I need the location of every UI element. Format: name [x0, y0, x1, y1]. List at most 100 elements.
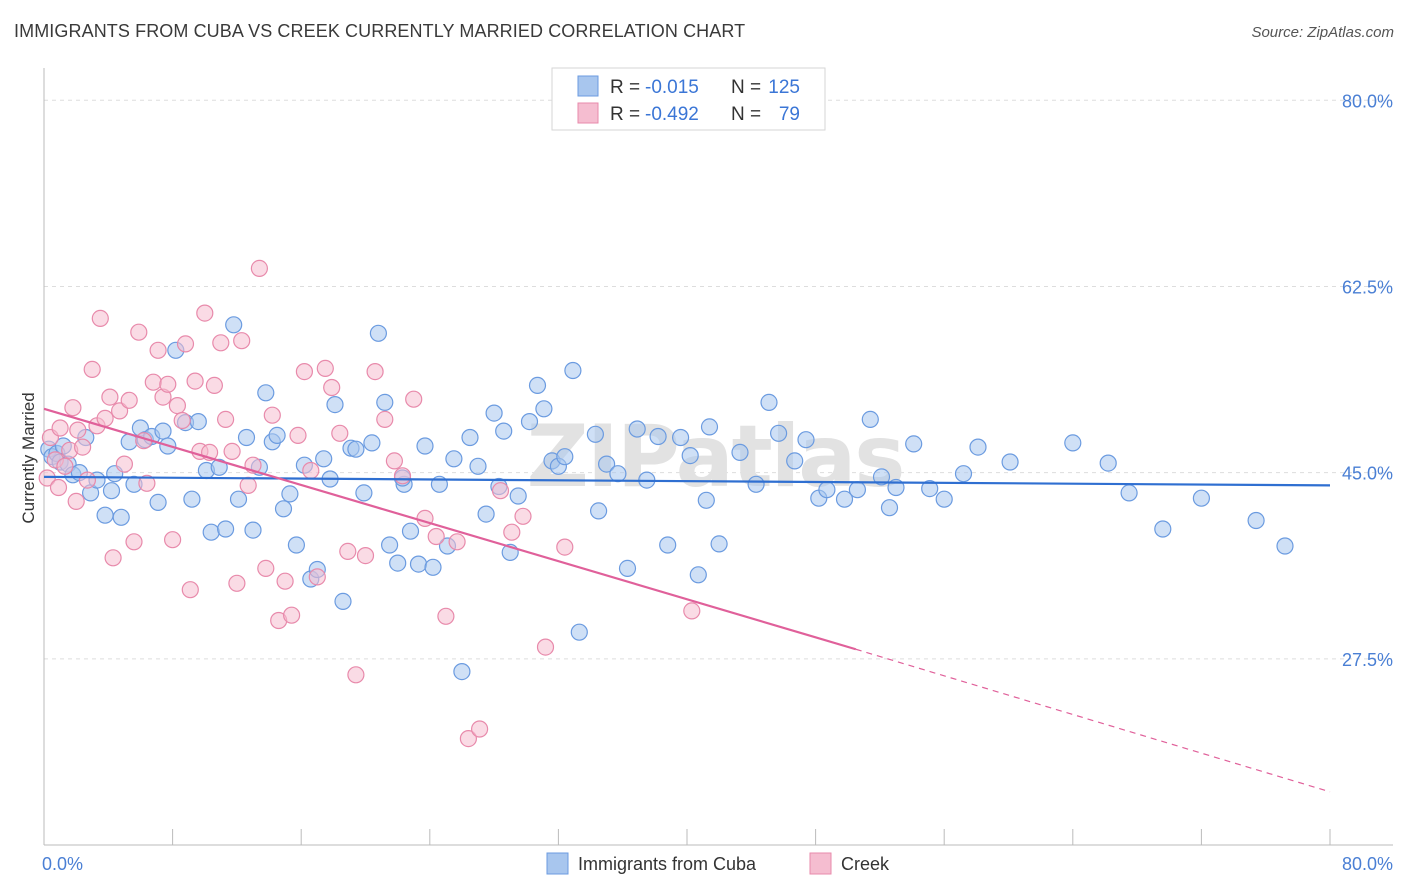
cuba-point — [369, 324, 387, 342]
cuba-point — [969, 438, 987, 456]
cuba-point — [921, 480, 939, 498]
x-tick-label: 80.0% — [1342, 854, 1393, 874]
creek-point — [347, 666, 365, 684]
cuba-point — [681, 447, 699, 465]
creek-point — [239, 476, 257, 494]
creek-point — [212, 334, 230, 352]
cuba-point — [112, 508, 130, 526]
cuba-point — [509, 487, 527, 505]
cuba-point — [786, 452, 804, 470]
cuba-point — [149, 493, 167, 511]
creek-point — [323, 378, 341, 397]
creek-point — [110, 402, 129, 420]
cuba-point — [154, 422, 172, 440]
creek-point — [683, 602, 701, 620]
cuba-point — [1120, 484, 1138, 502]
legend-r-value-cuba: -0.015 — [645, 77, 699, 98]
creek-point — [316, 359, 334, 377]
cuba-point — [409, 555, 428, 573]
cuba-point — [818, 481, 836, 499]
y-tick-label: 62.5% — [1342, 277, 1393, 297]
legend-n-value-cuba: 125 — [768, 77, 800, 98]
cuba-point — [485, 404, 503, 422]
creek-point — [73, 438, 92, 456]
cuba-point — [495, 422, 513, 440]
y-axis-title: Currently Married — [19, 392, 38, 523]
cuba-point — [835, 490, 854, 508]
creek-point — [69, 421, 87, 439]
legend-swatch-cuba — [577, 75, 599, 97]
cuba-point — [326, 396, 344, 414]
cuba-point — [1276, 537, 1294, 555]
creek-point — [56, 457, 74, 475]
creek-point — [49, 478, 68, 497]
cuba-point — [1099, 454, 1117, 472]
creek-point — [64, 399, 82, 417]
creek-point — [223, 442, 241, 460]
cuba-point — [424, 558, 442, 576]
creek-point — [164, 531, 182, 549]
creek-point — [503, 523, 521, 541]
cuba-point — [334, 592, 352, 611]
cuba-point — [797, 431, 815, 449]
creek-point — [448, 533, 466, 551]
cuba-point — [257, 384, 275, 402]
cuba-point — [355, 484, 373, 502]
cuba-point — [935, 490, 953, 508]
cuba-point — [905, 435, 923, 453]
series-layer — [38, 259, 1294, 748]
cuba-point — [268, 426, 286, 444]
cuba-point — [445, 450, 463, 468]
cuba-point — [217, 520, 235, 538]
cuba-point — [96, 506, 114, 524]
series-legend: Immigrants from Cuba Creek — [546, 852, 890, 875]
creek-point — [196, 304, 214, 322]
creek-point — [376, 410, 394, 428]
bottom-legend-swatch-creek — [809, 852, 832, 875]
cuba-point — [202, 523, 220, 541]
creek-point — [250, 259, 268, 277]
creek-point — [120, 391, 138, 409]
creek-point — [356, 546, 375, 565]
cuba-point — [461, 428, 479, 447]
creek-point — [276, 572, 294, 590]
cuba-point — [1154, 520, 1172, 538]
creek-point — [228, 574, 246, 592]
cuba-point — [556, 448, 574, 466]
creek-trend-extension — [855, 648, 1331, 793]
legend-r-label-cuba: R = — [610, 77, 640, 98]
cuba-point — [189, 413, 207, 431]
cuba-point — [281, 485, 299, 503]
creek-point — [51, 419, 69, 437]
creek-point — [302, 461, 320, 480]
cuba-point — [671, 428, 690, 447]
creek-point — [289, 426, 307, 444]
cuba-point — [731, 443, 749, 461]
cuba-point — [376, 393, 394, 411]
cuba-point — [363, 434, 381, 452]
creek-point — [308, 568, 326, 586]
cuba-point — [229, 490, 248, 508]
legend-swatch-creek — [577, 102, 599, 124]
creek-point — [91, 309, 109, 327]
cuba-point — [274, 500, 293, 518]
legend-n-label-cuba: N = — [731, 77, 761, 98]
legend-r-label-creek: R = — [610, 104, 640, 125]
creek-point — [459, 729, 477, 748]
grid-layer — [44, 99, 1393, 660]
cuba-point — [102, 482, 121, 500]
legend-n-label-creek: N = — [731, 104, 761, 125]
cuba-point — [570, 623, 588, 641]
cuba-point — [1001, 453, 1019, 471]
creek-point — [173, 411, 191, 430]
creek-point — [115, 455, 134, 473]
creek-point — [405, 390, 423, 408]
cuba-point — [954, 465, 973, 483]
cuba-point — [535, 400, 553, 418]
creek-point — [125, 533, 143, 551]
cuba-point — [528, 376, 547, 394]
creek-point — [104, 549, 122, 567]
creek-point — [366, 363, 384, 381]
cuba-point — [520, 413, 539, 431]
